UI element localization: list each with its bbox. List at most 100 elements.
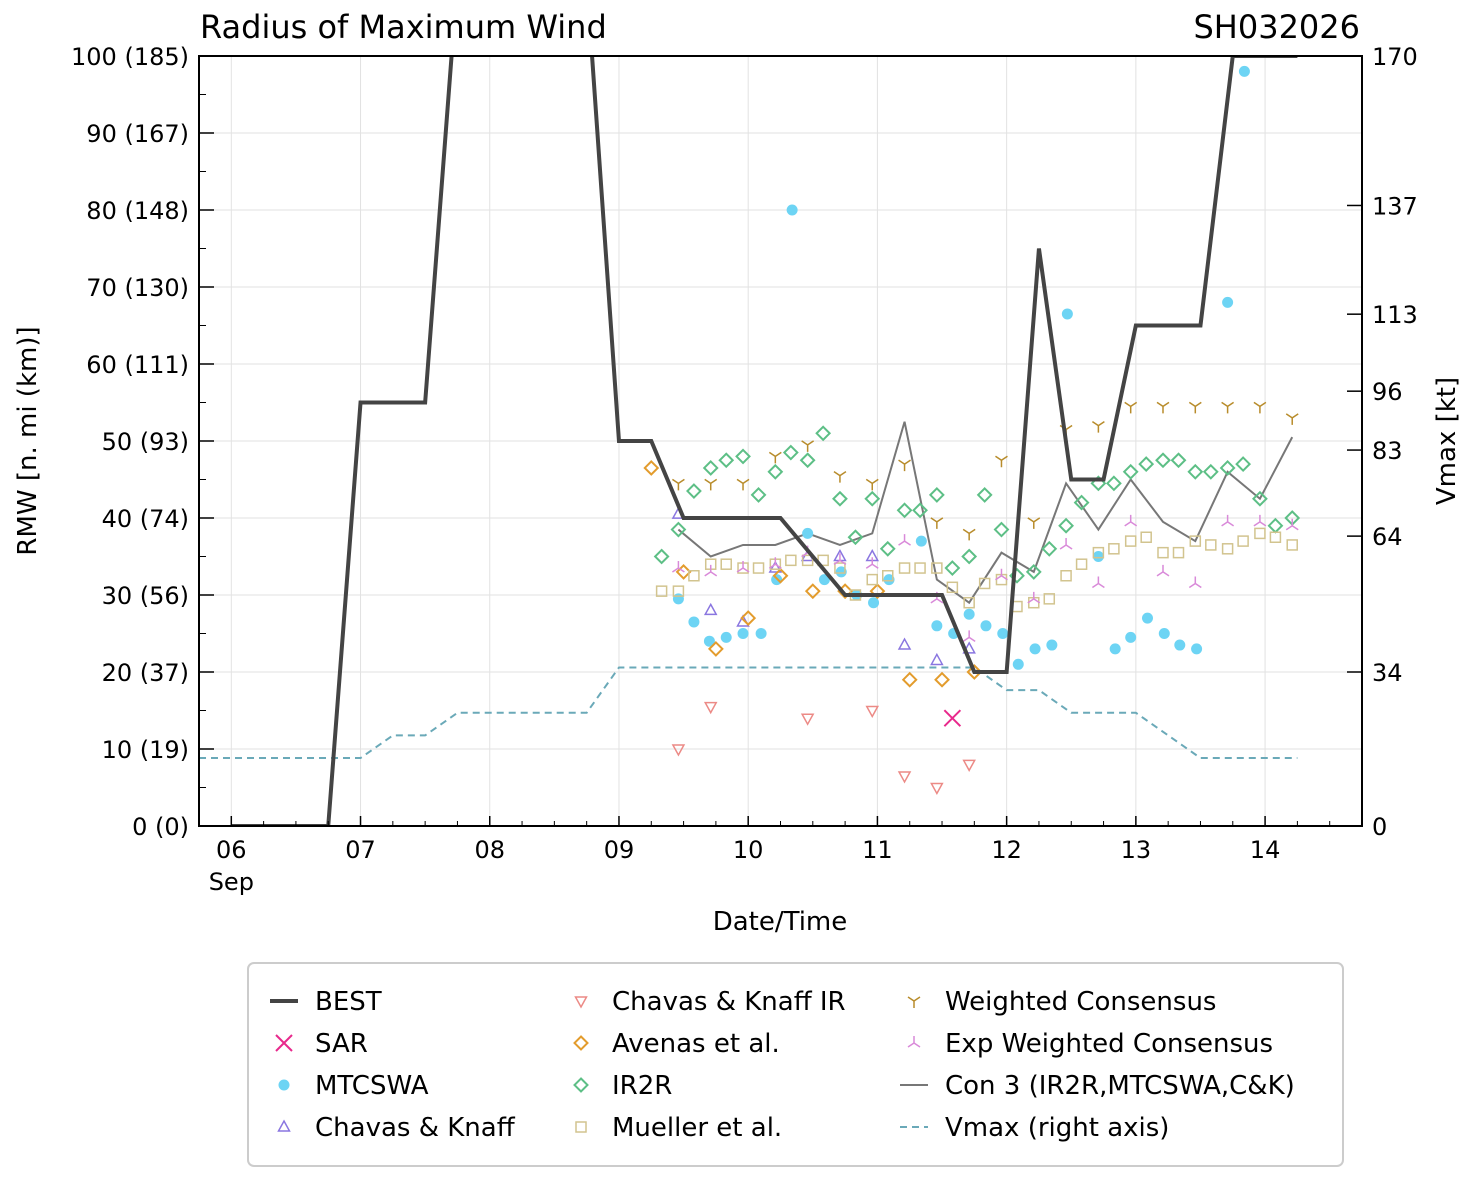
point-mueller-et-al <box>1075 558 1088 570</box>
right-tick-label: 137 <box>1372 192 1418 220</box>
legend-swatch-weighted-consensus <box>907 996 921 1008</box>
y-tick-label: 80 (148) <box>86 197 189 225</box>
point-avenas-et-al <box>901 671 918 688</box>
point-chavas-knaff-ir <box>962 759 976 772</box>
point-mtcswa <box>1158 628 1170 639</box>
point-mtcswa <box>1238 65 1250 77</box>
point-exp-weighted-consensus <box>704 564 718 577</box>
point-ir2r <box>1267 517 1284 534</box>
point-mtcswa <box>1061 308 1073 320</box>
x-tick-label: 14 <box>1250 836 1281 864</box>
point-mtcswa <box>1174 639 1186 651</box>
right-tick-label: 170 <box>1372 43 1418 71</box>
point-weighted-consensus <box>962 528 976 541</box>
point-chavas-knaff <box>768 560 783 573</box>
legend-label: SAR <box>315 1029 368 1059</box>
point-mtcswa <box>688 616 700 628</box>
point-avenas-et-al <box>869 583 886 600</box>
point-exp-weighted-consensus <box>671 561 685 573</box>
legend-box <box>247 962 1344 1167</box>
point-ir2r <box>912 502 928 519</box>
point-ir2r <box>702 460 719 476</box>
point-exp-weighted-consensus <box>833 553 847 565</box>
right-tick-label: 83 <box>1372 437 1403 465</box>
point-mtcswa <box>1046 639 1058 651</box>
point-ir2r <box>815 425 832 442</box>
point-weighted-consensus <box>1285 413 1299 425</box>
series-mueller-et-al <box>655 527 1298 613</box>
legend-label: Chavas & Knaff IR <box>612 987 846 1017</box>
point-weighted-consensus <box>768 451 782 464</box>
point-exp-weighted-consensus <box>1124 514 1138 527</box>
point-mueller-et-al <box>834 562 846 574</box>
point-weighted-consensus <box>736 478 750 491</box>
point-weighted-consensus <box>1253 401 1267 414</box>
point-mueller-et-al <box>1286 539 1298 551</box>
point-mueller-et-al <box>1108 543 1120 555</box>
y-tick-label: 0 (0) <box>132 813 189 841</box>
point-ir2r <box>1202 463 1219 480</box>
right-tick-label: 64 <box>1372 523 1403 551</box>
point-mtcswa <box>703 635 715 647</box>
point-ir2r <box>1025 563 1042 580</box>
legend-label: MTCSWA <box>315 1071 429 1101</box>
point-ir2r <box>782 444 799 461</box>
legend-label: BEST <box>315 987 382 1017</box>
y-tick-label: 90 (167) <box>86 120 189 148</box>
point-avenas-et-al <box>740 610 757 627</box>
legend-label: Mueller et al. <box>612 1113 782 1143</box>
y-tick-label: 60 (111) <box>86 351 189 379</box>
point-ir2r <box>1170 452 1187 469</box>
point-mtcswa <box>868 597 880 609</box>
y-tick-label: 30 (56) <box>102 582 189 610</box>
point-ir2r <box>1041 540 1058 557</box>
point-mueller-et-al <box>1269 531 1282 543</box>
point-avenas-et-al <box>966 664 983 680</box>
point-mueller-et-al <box>672 585 685 597</box>
legend-label: Exp Weighted Consensus <box>945 1029 1273 1059</box>
point-mueller-et-al <box>1124 535 1137 547</box>
point-mueller-et-al <box>1140 531 1152 543</box>
point-mueller-et-al <box>866 573 878 586</box>
point-ir2r <box>1058 517 1074 534</box>
point-chavas-knaff-ir <box>865 705 880 719</box>
point-weighted-consensus <box>671 478 685 491</box>
point-ir2r <box>767 463 784 480</box>
legend-label: Con 3 (IR2R,MTCSWA,C&K) <box>945 1071 1295 1101</box>
x-tick-label: 12 <box>991 836 1022 864</box>
point-mtcswa <box>835 566 847 578</box>
series-chavas-knaff-ir <box>671 701 976 796</box>
y-tick-label: 50 (93) <box>102 428 189 456</box>
point-mueller-et-al <box>1189 535 1202 547</box>
point-mueller-et-al <box>1060 570 1072 582</box>
point-weighted-consensus <box>801 440 815 452</box>
point-ir2r <box>670 521 687 538</box>
point-weighted-consensus <box>704 478 718 491</box>
right-tick-label: 0 <box>1372 813 1387 841</box>
point-ir2r <box>847 529 864 546</box>
y-tick-label: 70 (130) <box>86 274 189 302</box>
point-mtcswa <box>818 574 830 586</box>
point-ir2r <box>799 452 816 469</box>
point-exp-weighted-consensus <box>1059 537 1073 550</box>
point-mtcswa <box>1191 643 1203 655</box>
point-mtcswa <box>737 628 749 639</box>
point-weighted-consensus <box>1221 401 1235 414</box>
legend-label: IR2R <box>612 1071 672 1101</box>
point-weighted-consensus <box>1091 420 1105 433</box>
point-exp-weighted-consensus <box>736 561 750 573</box>
point-weighted-consensus <box>930 517 944 529</box>
point-mueller-et-al <box>785 554 797 567</box>
point-mtcswa <box>963 608 975 620</box>
series-con-3-ir2r-mtcswa-c-k <box>677 421 1294 605</box>
point-weighted-consensus <box>865 478 879 491</box>
point-mueller-et-al <box>1172 546 1185 559</box>
point-mueller-et-al <box>1237 535 1249 547</box>
point-avenas-et-al <box>707 640 724 657</box>
point-ir2r <box>1138 456 1155 473</box>
point-chavas-knaff <box>897 637 912 650</box>
point-exp-weighted-consensus <box>1253 514 1267 527</box>
line-con-3-ir2r-mtcswa-c-k <box>677 421 1294 605</box>
grid <box>199 55 1362 827</box>
point-sar <box>943 709 962 727</box>
